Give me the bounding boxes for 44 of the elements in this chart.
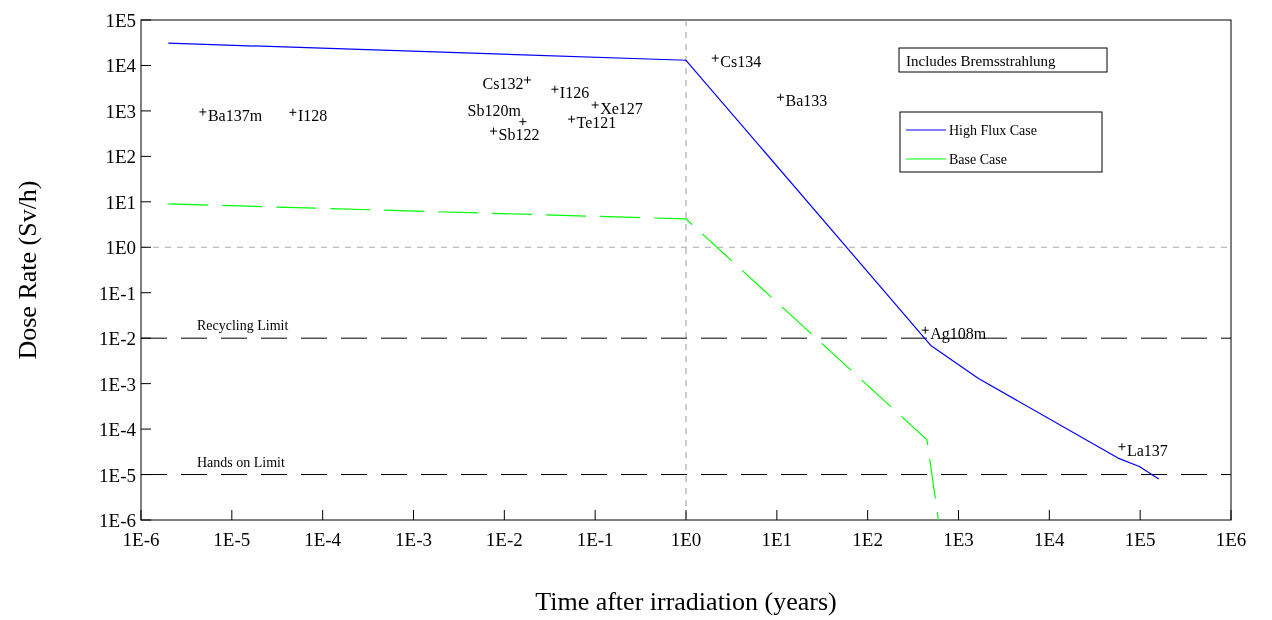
x-tick-label: 1E3 xyxy=(943,529,974,550)
legend-label: High Flux Case xyxy=(949,123,1037,138)
annotation: Te121 xyxy=(576,114,617,132)
annotation: Sb120m xyxy=(467,101,522,119)
annotation: La137 xyxy=(1126,441,1168,459)
ref-line-label: Recycling Limit xyxy=(197,318,289,334)
x-tick-label: 1E2 xyxy=(852,529,883,550)
annotation: I128 xyxy=(297,107,328,125)
y-tick-label: 1E3 xyxy=(105,100,136,122)
x-tick-label: 1E4 xyxy=(1034,529,1066,550)
y-tick-label: 1E-5 xyxy=(99,464,136,486)
y-tick-label: 1E-3 xyxy=(99,373,136,395)
x-tick-label: 1E1 xyxy=(761,529,793,550)
x-tick-label: 1E-2 xyxy=(485,529,523,550)
y-tick-label: 1E0 xyxy=(105,237,136,259)
annotation: Cs134 xyxy=(720,53,762,71)
y-tick-label: 1E4 xyxy=(105,55,137,77)
y-tick-label: 1E-6 xyxy=(99,510,136,531)
legend-label: Base Case xyxy=(949,152,1007,167)
x-tick-label: 1E-6 xyxy=(122,529,160,550)
x-tick-label: 1E6 xyxy=(1215,529,1247,550)
x-tick-label: 1E5 xyxy=(1124,529,1156,550)
annotation: Sb122 xyxy=(498,126,540,144)
annotation: Includes Bremsstrahlung xyxy=(906,53,1057,69)
annotation: Xe127 xyxy=(600,99,643,117)
x-tick-label: 1E-1 xyxy=(576,529,614,550)
annotation: I126 xyxy=(559,84,590,102)
x-tick-label: 1E-4 xyxy=(304,529,342,550)
x-tick-label: 1E-3 xyxy=(395,529,432,550)
y-tick-label: 1E-1 xyxy=(99,282,136,304)
y-tick-label: 1E1 xyxy=(105,191,136,213)
x-tick-label: 1E0 xyxy=(670,529,702,550)
x-axis-title: Time after irradiation (years) xyxy=(535,587,837,616)
annotation: Ag108m xyxy=(930,325,987,344)
annotation: Ba133 xyxy=(785,92,828,110)
y-tick-label: 1E5 xyxy=(105,10,136,31)
y-tick-label: 1E-2 xyxy=(99,328,136,350)
annotation: Cs132 xyxy=(482,74,524,92)
y-axis-title: Dose Rate (Sv/h) xyxy=(13,180,42,360)
y-tick-label: 1E-4 xyxy=(99,419,137,441)
x-tick-label: 1E-5 xyxy=(213,529,251,550)
y-tick-label: 1E2 xyxy=(105,146,136,168)
ref-line-label: Hands on Limit xyxy=(197,454,285,470)
annotation: Ba137m xyxy=(207,106,263,124)
